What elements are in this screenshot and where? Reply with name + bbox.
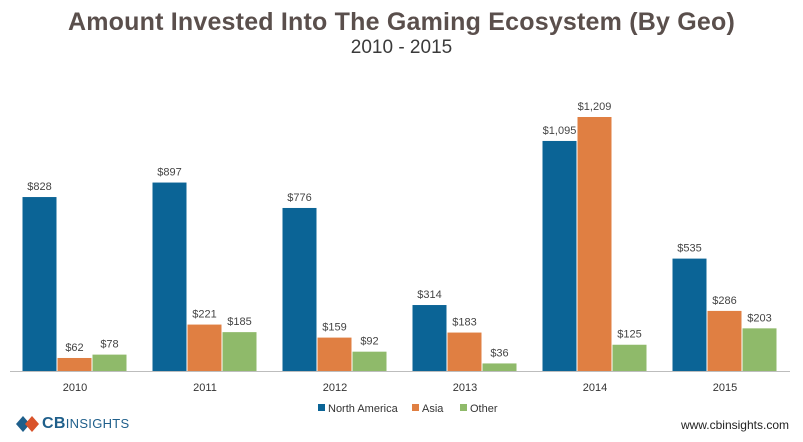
data-label: $159 — [322, 322, 346, 334]
bar-north-america-2015 — [672, 258, 707, 371]
bar-asia-2012 — [317, 337, 352, 371]
bar-asia-2013 — [447, 332, 482, 371]
data-label: $1,209 — [578, 101, 612, 113]
bar-north-america-2010 — [22, 197, 57, 371]
data-label: $78 — [100, 339, 118, 351]
bar-other-2011 — [222, 332, 257, 371]
data-label: $314 — [417, 289, 441, 301]
x-tick-label: 2011 — [193, 382, 217, 394]
data-label: $1,095 — [543, 125, 577, 137]
data-label: $535 — [677, 243, 701, 255]
cb-insights-logo-icon — [16, 416, 39, 432]
data-label: $125 — [617, 329, 641, 341]
legend-swatch-other — [460, 404, 467, 411]
logo-brand-prefix: CB — [42, 415, 66, 432]
bar-asia-2010 — [57, 357, 92, 371]
bar-other-2015 — [742, 328, 777, 371]
bar-north-america-2014 — [542, 140, 577, 371]
legend-swatch-north-america — [318, 404, 325, 411]
legend-label: Other — [470, 403, 498, 415]
x-tick-label: 2013 — [453, 382, 477, 394]
bar-north-america-2013 — [412, 305, 447, 371]
bar-other-2012 — [352, 351, 387, 371]
bar-other-2014 — [612, 344, 647, 371]
legend-label: Asia — [422, 403, 444, 415]
chart-title: Amount Invested Into The Gaming Ecosyste… — [67, 8, 736, 36]
data-label: $183 — [452, 317, 476, 329]
bar-asia-2011 — [187, 324, 222, 371]
x-tick-label: 2015 — [713, 382, 737, 394]
data-label: $185 — [227, 316, 251, 328]
data-label: $897 — [157, 167, 181, 179]
data-label: $828 — [27, 181, 51, 193]
bar-north-america-2012 — [282, 207, 317, 371]
bar-other-2013 — [482, 363, 517, 371]
website-url: www.cbinsights.com — [680, 418, 789, 432]
x-tick-label: 2014 — [583, 382, 607, 394]
cb-insights-logo: CBINSIGHTS — [14, 413, 130, 435]
bar-other-2010 — [92, 354, 127, 371]
bar-asia-2014 — [577, 117, 612, 371]
x-tick-label: 2012 — [323, 382, 347, 394]
data-label: $62 — [65, 342, 83, 354]
data-label: $36 — [490, 347, 508, 359]
data-label: $221 — [192, 309, 216, 321]
legend-swatch-asia — [412, 404, 419, 411]
data-label: $286 — [712, 295, 736, 307]
data-label: $776 — [287, 192, 311, 204]
logo-brand-name: INSIGHTS — [65, 416, 130, 431]
chart-subtitle: 2010 - 2015 — [350, 37, 453, 58]
x-tick-label: 2010 — [63, 382, 87, 394]
bar-north-america-2011 — [152, 182, 187, 371]
data-label: $203 — [747, 312, 771, 324]
data-label: $92 — [360, 336, 378, 348]
legend-label: North America — [328, 403, 399, 415]
bar-asia-2015 — [707, 310, 742, 371]
